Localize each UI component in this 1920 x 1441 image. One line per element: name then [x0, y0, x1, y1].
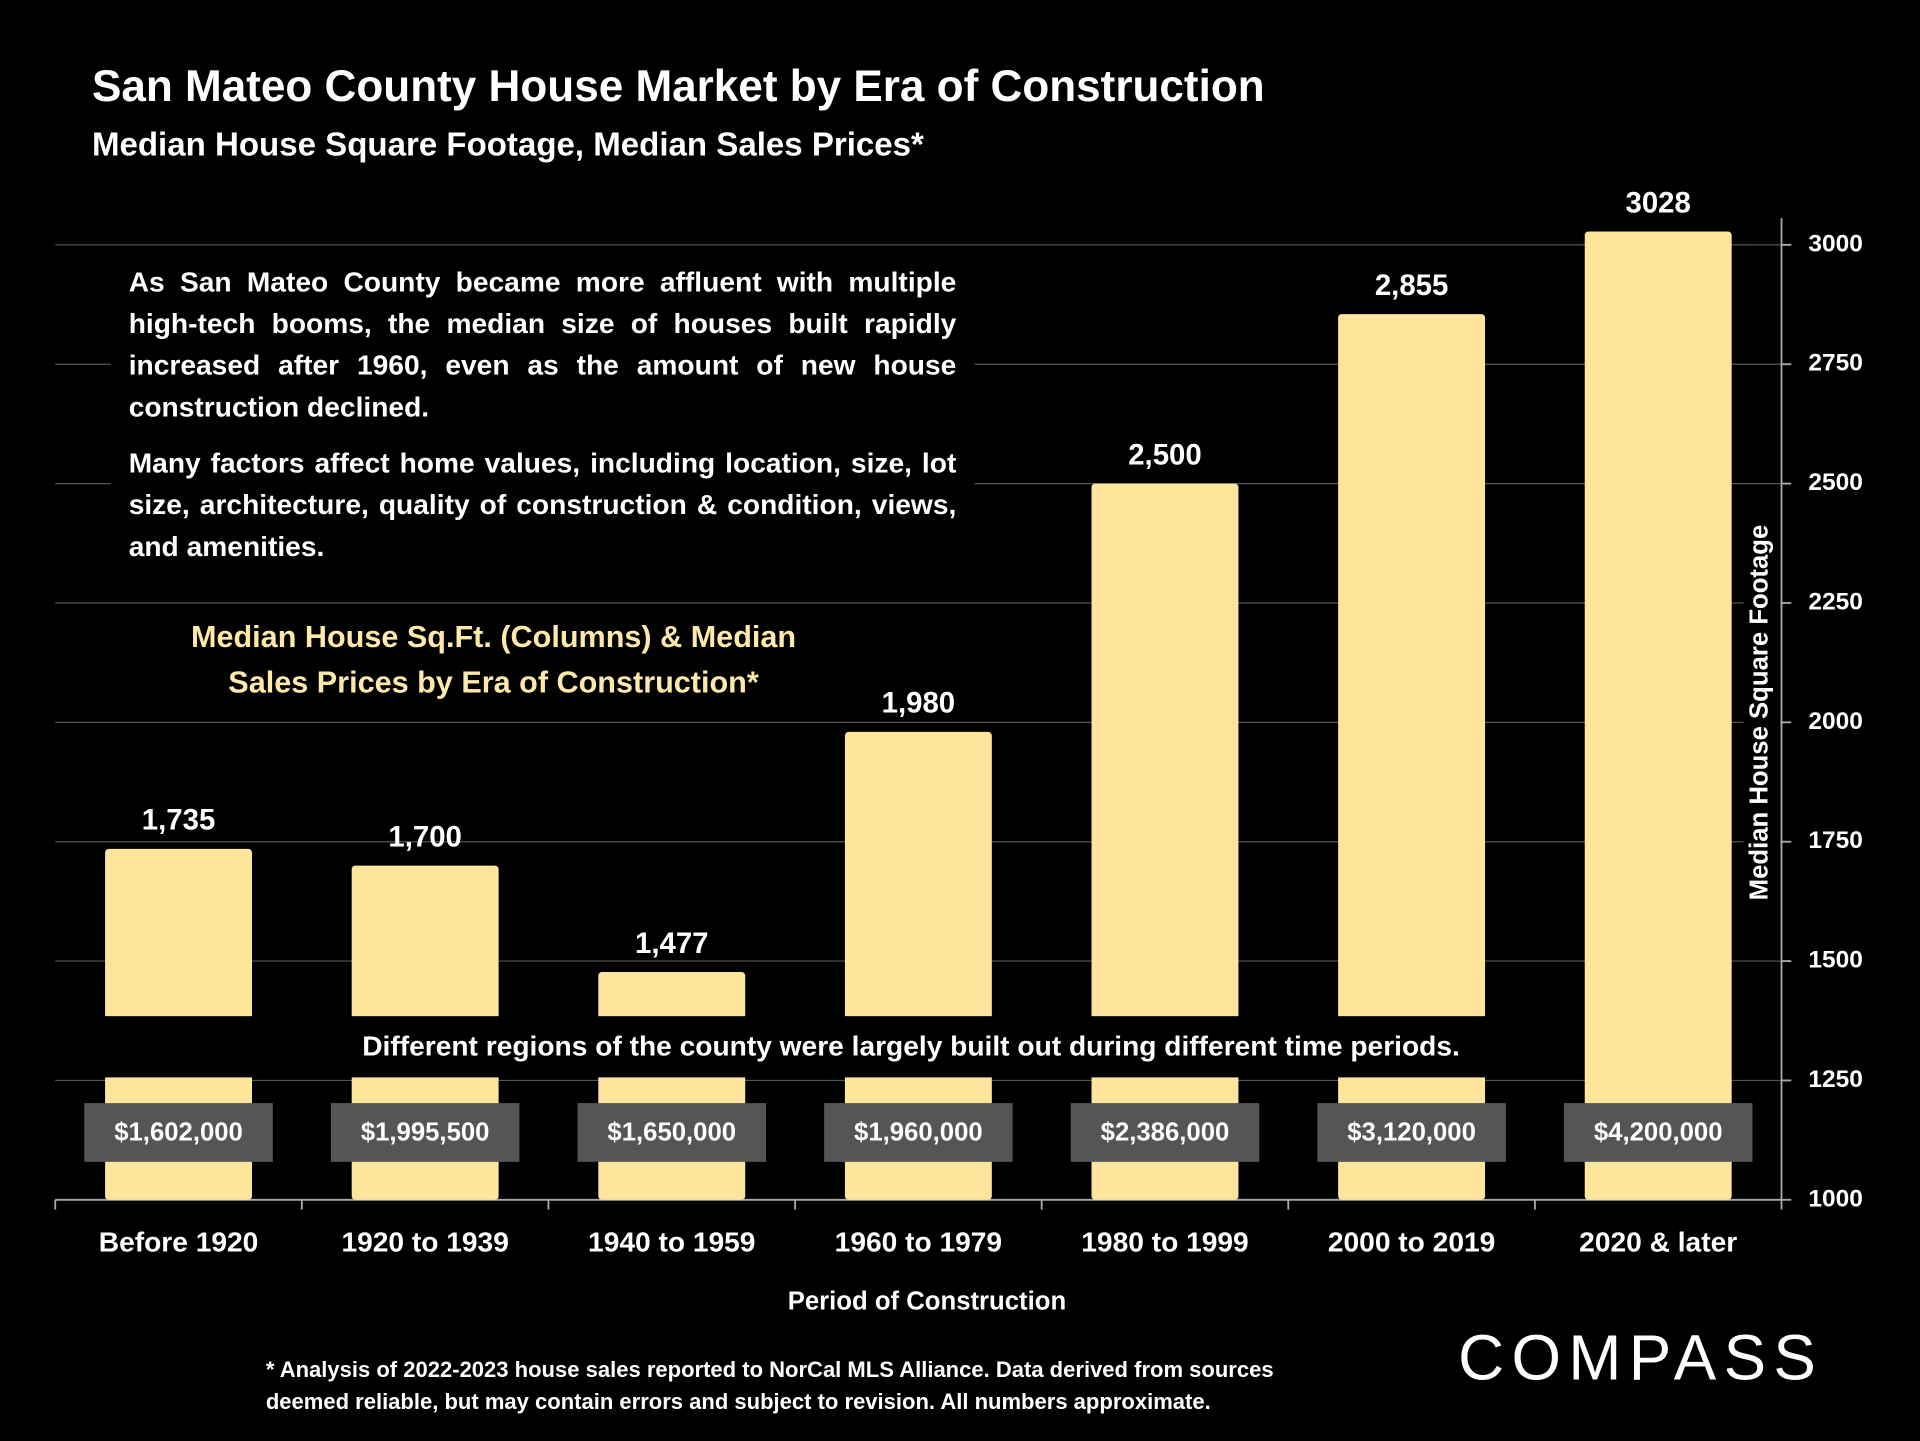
box-title: Median House Sq.Ft. (Columns) & Median: [191, 620, 796, 654]
y-tick-label: 1750: [1808, 827, 1862, 854]
price-box: [577, 1103, 767, 1162]
y-tick-label: 1250: [1808, 1066, 1862, 1093]
y-tick-label: 1000: [1808, 1185, 1862, 1212]
note-backdrop: [55, 1016, 1580, 1078]
y-tick-label: 2750: [1808, 350, 1862, 377]
x-tick-label: 2020 & later: [1579, 1226, 1737, 1257]
price-label: $1,995,500: [361, 1118, 490, 1146]
x-tick-label: Before 1920: [99, 1226, 259, 1257]
price-box: [1317, 1103, 1506, 1162]
value-label: 1,700: [388, 820, 462, 853]
x-axis-label: Period of Construction: [788, 1287, 1066, 1315]
x-tick-label: 1980 to 1999: [1081, 1226, 1248, 1257]
annotation-body: As San Mateo County became more affluent…: [129, 261, 957, 567]
price-label: $4,200,000: [1594, 1118, 1723, 1146]
value-label: 1,477: [635, 927, 709, 960]
bar: [1338, 314, 1486, 1200]
box-title: Sales Prices by Era of Construction*: [228, 665, 759, 699]
price-label: $2,386,000: [1101, 1118, 1230, 1146]
y-tick-label: 2000: [1808, 708, 1862, 735]
bar: [598, 972, 746, 1200]
x-tick-label: 1960 to 1979: [835, 1226, 1002, 1257]
value-label: 1,980: [882, 687, 956, 720]
x-tick-label: 1920 to 1939: [341, 1226, 508, 1257]
chart-title: San Mateo County House Market by Era of …: [92, 62, 1265, 111]
footnote: deemed reliable, but may contain errors …: [266, 1389, 1211, 1414]
y-axis-label: Median House Square Footage: [1745, 525, 1773, 901]
annotation-paragraph: As San Mateo County became more affluent…: [128, 265, 957, 423]
price-box: [824, 1103, 1013, 1162]
y-tick-label: 3000: [1808, 230, 1862, 257]
bar: [1584, 231, 1732, 1200]
y-tick-label: 2500: [1808, 469, 1862, 496]
price-label: $1,960,000: [854, 1118, 983, 1146]
price-box: [1070, 1103, 1260, 1162]
price-label: $1,602,000: [114, 1118, 243, 1146]
value-label: 2,855: [1375, 269, 1449, 302]
price-box: [84, 1103, 273, 1162]
price-label: $1,650,000: [607, 1118, 736, 1146]
footnote: * Analysis of 2022-2023 house sales repo…: [266, 1357, 1274, 1382]
note: Different regions of the county were lar…: [362, 1030, 1460, 1061]
value-label: 2,500: [1128, 438, 1202, 471]
x-tick-label: 2000 to 2019: [1328, 1226, 1495, 1257]
annotation: As San Mateo County became more affluent…: [129, 261, 957, 567]
bar: [844, 731, 992, 1200]
value-label: 3028: [1626, 186, 1691, 219]
price-box: [1563, 1103, 1753, 1162]
value-label: 1,735: [142, 804, 216, 837]
price-box: [330, 1103, 520, 1162]
annotation-backdrop: [110, 254, 975, 576]
x-tick-label: 1940 to 1959: [588, 1226, 755, 1257]
bar: [1091, 483, 1239, 1200]
y-tick-label: 1500: [1808, 947, 1862, 974]
logo: COMPASS: [1458, 1322, 1823, 1393]
price-label: $3,120,000: [1347, 1118, 1476, 1146]
label-backdrop: [1743, 495, 1781, 925]
annotation-paragraph: Many factors affect home values, includi…: [128, 446, 957, 562]
y-tick-label: 2250: [1808, 588, 1862, 615]
chart-subtitle: Median House Square Footage, Median Sale…: [92, 127, 924, 164]
